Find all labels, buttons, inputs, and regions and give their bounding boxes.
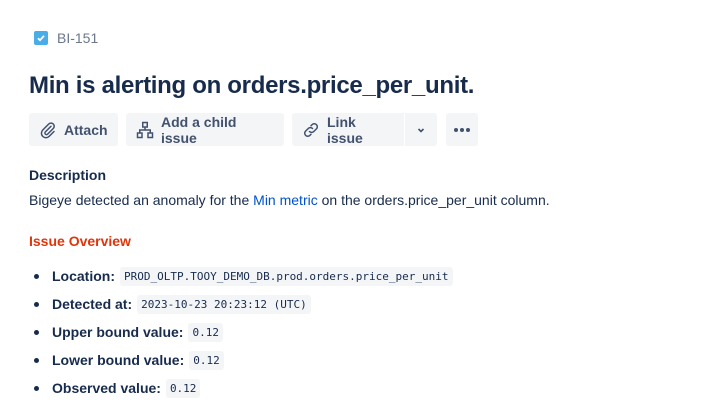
link-issue-button[interactable]: Link issue <box>292 113 404 146</box>
attach-button[interactable]: Attach <box>29 113 118 146</box>
item-value: 2023-10-23 20:23:12 (UTC) <box>137 294 311 314</box>
item-label: Detected at: <box>52 296 133 312</box>
task-type-icon <box>34 31 48 45</box>
list-item: Lower bound value: 0.12 <box>34 346 453 374</box>
description-suffix: on the orders.price_per_unit column. <box>317 192 550 208</box>
link-issue-label: Link issue <box>327 113 363 146</box>
list-item: Detected at: 2023-10-23 20:23:12 (UTC) <box>34 290 453 318</box>
issue-key[interactable]: BI-151 <box>57 30 99 46</box>
more-actions-button[interactable] <box>446 113 478 146</box>
list-item: Upper bound value: 0.12 <box>34 318 453 346</box>
item-label: Observed value: <box>52 380 161 396</box>
item-label: Upper bound value: <box>52 324 184 340</box>
issue-key-breadcrumb[interactable]: BI-151 <box>34 30 98 46</box>
add-child-label: Add a child issue <box>161 113 237 146</box>
add-child-issue-button[interactable]: Add a child issue <box>126 113 284 146</box>
issue-title[interactable]: Min is alerting on orders.price_per_unit… <box>29 72 475 99</box>
link-icon <box>303 122 319 137</box>
hierarchy-icon <box>136 121 154 138</box>
issue-overview-heading: Issue Overview <box>29 233 131 249</box>
issue-overview-list: Location: PROD_OLTP.TOOY_DEMO_DB.prod.ord… <box>34 262 453 402</box>
min-metric-link[interactable]: Min metric <box>253 192 318 208</box>
item-value: 0.12 <box>188 322 223 342</box>
item-value: PROD_OLTP.TOOY_DEMO_DB.prod.orders.price… <box>120 266 453 286</box>
description-text: Bigeye detected an anomaly for the Min m… <box>29 192 550 208</box>
link-issue-dropdown[interactable] <box>405 113 437 146</box>
item-value: 0.12 <box>189 350 224 370</box>
list-item: Observed value: 0.12 <box>34 374 453 402</box>
description-prefix: Bigeye detected an anomaly for the <box>29 192 254 208</box>
chevron-down-icon <box>417 127 425 133</box>
item-label: Location: <box>52 268 115 284</box>
paperclip-icon <box>40 121 55 138</box>
list-item: Location: PROD_OLTP.TOOY_DEMO_DB.prod.ord… <box>34 262 453 290</box>
more-icon <box>454 127 470 132</box>
item-value: 0.12 <box>165 378 201 398</box>
attach-label: Attach <box>64 121 108 138</box>
item-label: Lower bound value: <box>52 352 185 368</box>
description-heading: Description <box>29 167 107 183</box>
